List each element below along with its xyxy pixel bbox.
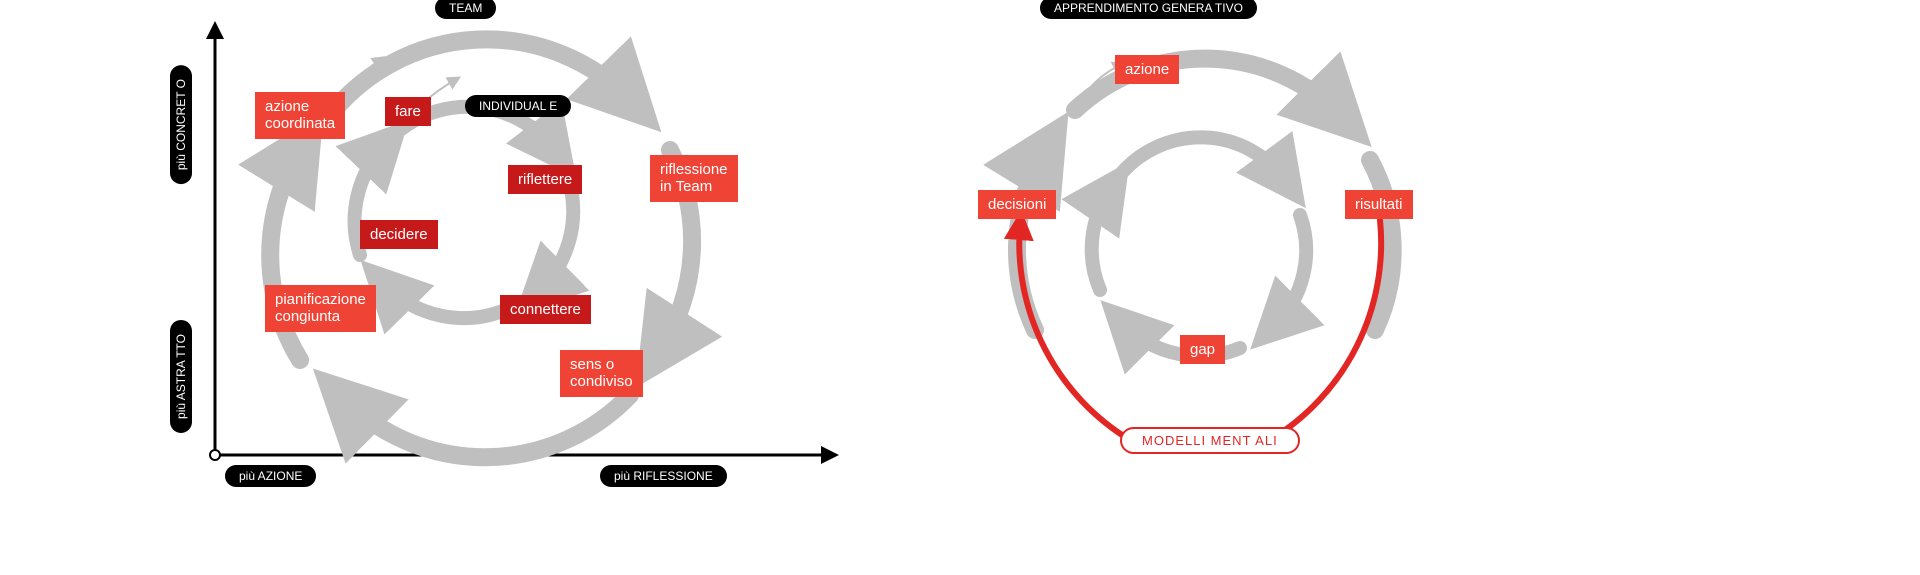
box-connettere: connettere [500,295,591,324]
box-decisioni: decisioni [978,190,1056,219]
x-label-right: più RIFLESSIONE [600,465,727,487]
box-gap: gap [1180,335,1225,364]
box-riflessione-team: riflessione in Team [650,155,738,202]
box-pianificazione: pianificazione congiunta [265,285,376,332]
x-label-left: più AZIONE [225,465,316,487]
box-senso-condiviso: sens o condiviso [560,350,643,397]
right-outer-cycle [1017,59,1393,330]
right-red-loop [1019,220,1381,440]
box-azione: azione [1115,55,1179,84]
left-inner-cycle [355,107,574,318]
box-azione-coordinata: azione coordinata [255,92,345,139]
y-label-top: più CONCRET O [170,65,192,184]
right-inner-cycle [1092,137,1306,356]
pill-right-title: APPRENDIMENTO GENERA TIVO [1040,0,1257,19]
box-riflettere: riflettere [508,165,582,194]
pill-individual: INDIVIDUAL E [465,95,571,117]
box-decidere: decidere [360,220,438,249]
outline-modelli-mentali: MODELLI MENT ALI [1120,427,1300,454]
pill-team: TEAM [435,0,496,19]
box-fare: fare [385,97,431,126]
y-label-bottom: più ASTRA TTO [170,320,192,433]
box-risultati: risultati [1345,190,1413,219]
